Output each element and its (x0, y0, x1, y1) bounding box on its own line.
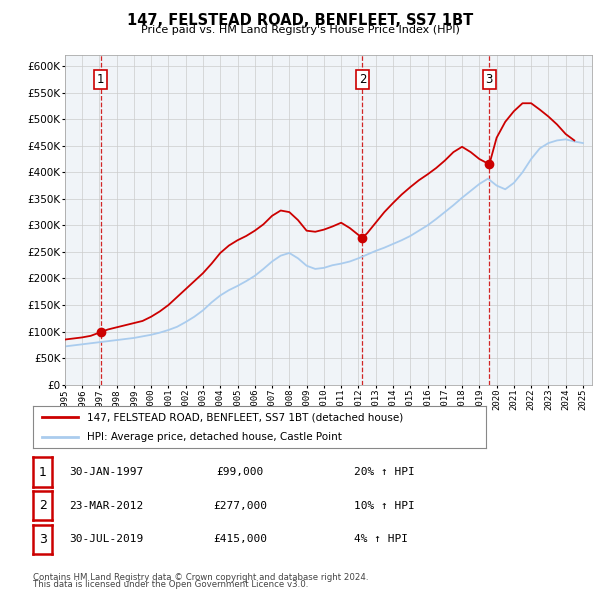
Text: 30-JAN-1997: 30-JAN-1997 (69, 467, 143, 477)
Text: Contains HM Land Registry data © Crown copyright and database right 2024.: Contains HM Land Registry data © Crown c… (33, 573, 368, 582)
Text: This data is licensed under the Open Government Licence v3.0.: This data is licensed under the Open Gov… (33, 580, 308, 589)
Text: HPI: Average price, detached house, Castle Point: HPI: Average price, detached house, Cast… (88, 432, 342, 442)
Text: 23-MAR-2012: 23-MAR-2012 (69, 501, 143, 510)
Text: 1: 1 (38, 466, 47, 478)
Text: 1: 1 (97, 73, 104, 86)
Text: 30-JUL-2019: 30-JUL-2019 (69, 535, 143, 544)
Text: £99,000: £99,000 (217, 467, 263, 477)
Text: Price paid vs. HM Land Registry's House Price Index (HPI): Price paid vs. HM Land Registry's House … (140, 25, 460, 35)
Text: 20% ↑ HPI: 20% ↑ HPI (354, 467, 415, 477)
Text: 3: 3 (38, 533, 47, 546)
Text: 4% ↑ HPI: 4% ↑ HPI (354, 535, 408, 544)
Text: 2: 2 (38, 499, 47, 512)
Text: 147, FELSTEAD ROAD, BENFLEET, SS7 1BT (detached house): 147, FELSTEAD ROAD, BENFLEET, SS7 1BT (d… (88, 412, 404, 422)
Text: 3: 3 (485, 73, 493, 86)
Text: 147, FELSTEAD ROAD, BENFLEET, SS7 1BT: 147, FELSTEAD ROAD, BENFLEET, SS7 1BT (127, 13, 473, 28)
Text: 10% ↑ HPI: 10% ↑ HPI (354, 501, 415, 510)
Text: 2: 2 (359, 73, 366, 86)
Text: £277,000: £277,000 (213, 501, 267, 510)
Text: £415,000: £415,000 (213, 535, 267, 544)
